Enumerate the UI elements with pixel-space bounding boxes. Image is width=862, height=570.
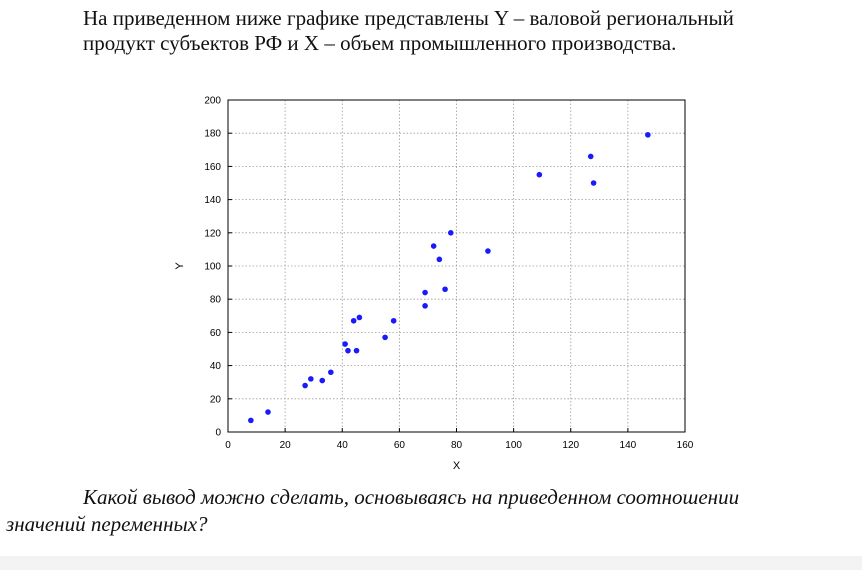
y-tick-label: 60: [210, 328, 222, 339]
y-tick-label: 140: [204, 195, 221, 206]
x-tick-label: 0: [225, 440, 231, 451]
data-point: [390, 317, 397, 324]
data-point: [265, 409, 271, 415]
chart-points: [248, 132, 651, 424]
data-point: [308, 376, 314, 382]
question-line-2: значений переменных?: [6, 512, 208, 536]
data-point: [587, 153, 594, 160]
y-tick-label: 120: [204, 228, 221, 239]
data-point: [302, 382, 308, 389]
question-line-1: Какой вывод можно сделать, основываясь н…: [83, 485, 740, 509]
data-point: [590, 180, 597, 186]
x-tick-label: 120: [562, 440, 579, 451]
x-tick-label: 160: [677, 440, 694, 451]
data-point: [442, 286, 448, 293]
y-tick-label: 40: [210, 361, 222, 372]
data-point: [319, 377, 326, 384]
intro-paragraph: На приведенном ниже графике представлены…: [83, 6, 853, 56]
x-tick-label: 100: [505, 440, 522, 451]
data-point: [422, 303, 428, 309]
document-page: На приведенном ниже графике представлены…: [0, 0, 862, 556]
data-point: [248, 417, 254, 424]
question-paragraph: Какой вывод можно сделать, основываясь н…: [6, 484, 856, 538]
data-point: [422, 289, 428, 296]
y-tick-label: 100: [204, 262, 221, 273]
intro-line-2: продукт субъектов РФ и X – объем промышл…: [83, 31, 677, 55]
data-point: [536, 171, 543, 178]
y-axis-label: Y: [174, 262, 186, 270]
x-tick-label: 40: [337, 440, 349, 451]
data-point: [430, 243, 437, 249]
data-point: [353, 347, 360, 354]
chart-ticks: 0 20 40 60 80 100 120 140 160 0 20 40 60 80 100 120 140 1…: [204, 96, 693, 452]
chart-grid: [228, 100, 685, 432]
x-tick-label: 20: [280, 440, 292, 451]
scatter-chart: 0 20 40 60 80 100 120 140 160 0 20 40 60 80 100 120 140 1…: [174, 96, 694, 473]
data-point: [436, 256, 443, 263]
y-tick-label: 80: [210, 295, 222, 306]
data-point: [382, 334, 388, 341]
x-tick-label: 80: [451, 440, 463, 451]
y-tick-label: 20: [210, 394, 222, 405]
data-point: [342, 341, 348, 347]
y-tick-label: 180: [204, 129, 221, 140]
data-point: [485, 248, 491, 254]
intro-line-1: На приведенном ниже графике представлены…: [83, 6, 734, 30]
y-tick-label: 200: [204, 96, 221, 107]
x-axis-label: X: [453, 460, 461, 472]
data-point: [350, 317, 357, 324]
y-tick-label: 0: [215, 428, 221, 439]
data-point: [645, 132, 651, 138]
x-tick-label: 140: [620, 440, 637, 451]
data-point: [345, 347, 351, 354]
data-point: [356, 314, 363, 321]
y-tick-label: 160: [204, 162, 221, 173]
data-point: [328, 369, 334, 376]
data-point: [447, 230, 454, 236]
x-tick-label: 60: [394, 440, 406, 451]
